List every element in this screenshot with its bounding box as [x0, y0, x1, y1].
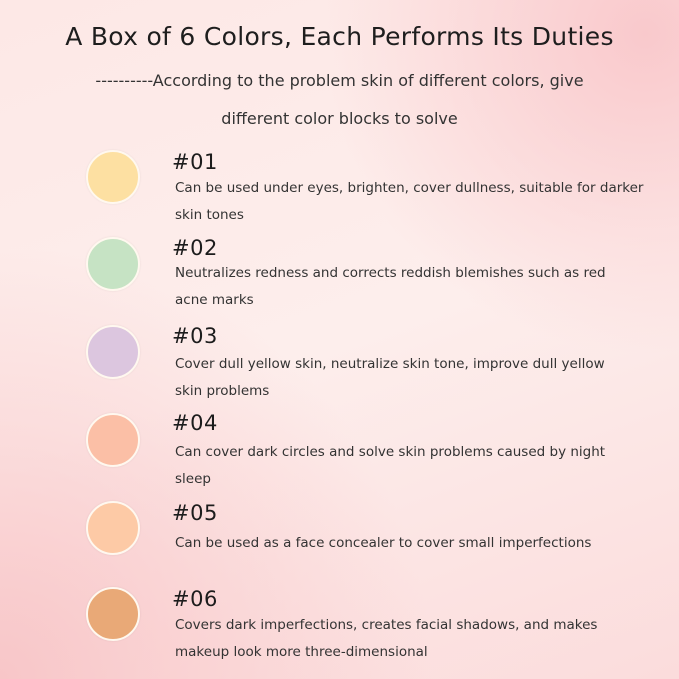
- shade-description: Neutralizes redness and corrects reddish…: [175, 265, 606, 308]
- shade-code: #05: [172, 501, 218, 525]
- color-swatch: [86, 150, 140, 204]
- shade-code: #04: [172, 411, 218, 435]
- shade-description: Covers dark imperfections, creates facia…: [175, 617, 598, 660]
- color-swatch: [86, 237, 140, 291]
- shade-description: Cover dull yellow skin, neutralize skin …: [175, 356, 605, 399]
- color-swatch: [86, 325, 140, 379]
- color-swatch: [86, 587, 140, 641]
- shade-code: #01: [172, 150, 218, 174]
- shade-description: Can cover dark circles and solve skin pr…: [175, 444, 606, 487]
- page-title: A Box of 6 Colors, Each Performs Its Dut…: [65, 22, 614, 51]
- shade-code: #02: [172, 236, 218, 260]
- subtitle-line-1: ----------According to the problem skin …: [95, 71, 584, 90]
- shade-description: Can be used under eyes, brighten, cover …: [175, 180, 644, 223]
- color-swatch: [86, 501, 140, 555]
- color-swatch: [86, 413, 140, 467]
- shade-description: Can be used as a face concealer to cover…: [175, 535, 592, 551]
- shade-code: #06: [172, 587, 218, 611]
- subtitle-line-2: different color blocks to solve: [221, 109, 458, 128]
- shade-code: #03: [172, 324, 218, 348]
